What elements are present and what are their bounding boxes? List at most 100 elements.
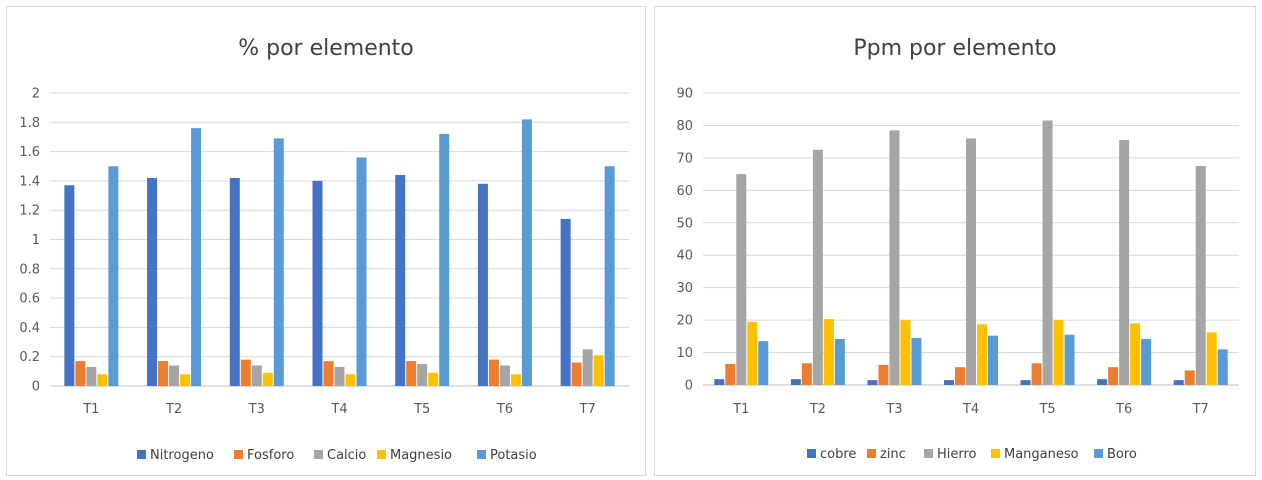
bar-magnesio-t7 bbox=[593, 355, 604, 386]
bar-boro-t3 bbox=[911, 337, 922, 385]
bar-zinc-t3 bbox=[878, 364, 889, 385]
y-tick-label: 0 bbox=[685, 379, 693, 394]
bar-boro-t1 bbox=[758, 341, 769, 385]
bar-fosforo-t7 bbox=[571, 362, 582, 386]
bar-boro-t7 bbox=[1217, 349, 1228, 385]
legend-swatch-magnesio bbox=[377, 450, 386, 459]
bar-manganeso-t2 bbox=[823, 319, 834, 385]
chart-title: Ppm por elemento bbox=[853, 36, 1056, 61]
legend-label-boro: Boro bbox=[1107, 447, 1137, 462]
bar-potasio-t4 bbox=[356, 157, 367, 386]
x-tick-label: T4 bbox=[330, 402, 347, 417]
y-tick-label: 1 bbox=[32, 233, 40, 248]
bar-manganeso-t5 bbox=[1053, 320, 1064, 385]
x-tick-label: T2 bbox=[809, 402, 826, 417]
x-tick-label: T7 bbox=[579, 402, 596, 417]
x-tick-label: T2 bbox=[165, 402, 182, 417]
legend-label-fosforo: Fosforo bbox=[247, 448, 294, 463]
x-tick-label: T5 bbox=[413, 402, 430, 417]
bar-nitrogeno-t7 bbox=[560, 218, 571, 386]
legend-swatch-nitrogeno bbox=[137, 450, 146, 459]
x-tick-label: T3 bbox=[885, 402, 902, 417]
bar-cobre-t2 bbox=[790, 379, 801, 385]
y-tick-label: 70 bbox=[676, 151, 693, 166]
bar-manganeso-t3 bbox=[900, 320, 911, 385]
bar-calcio-t3 bbox=[251, 365, 262, 386]
bar-potasio-t7 bbox=[604, 166, 615, 386]
y-tick-label: 0.2 bbox=[19, 350, 40, 365]
bar-cobre-t1 bbox=[714, 379, 725, 385]
y-tick-label: 80 bbox=[676, 119, 693, 134]
ppm-by-element-chart: Ppm por elemento 0 10 20 30 40 50 60 70 80 90 T1 T2 T… bbox=[676, 36, 1239, 462]
bar-calcio-t7 bbox=[582, 349, 593, 387]
bar-cobre-t5 bbox=[1020, 380, 1031, 385]
legend-swatch-zinc bbox=[867, 449, 876, 458]
bar-cobre-t6 bbox=[1097, 379, 1108, 385]
bar-boro-t4 bbox=[988, 335, 998, 385]
legend-label-calcio: Calcio bbox=[327, 448, 366, 463]
legend-swatch-hierro bbox=[924, 449, 933, 458]
legend-swatch-manganeso bbox=[991, 449, 1000, 458]
bar-magnesio-t1 bbox=[97, 374, 108, 386]
chart-title: % por elemento bbox=[238, 36, 414, 61]
bar-manganeso-t6 bbox=[1130, 323, 1141, 385]
bar-nitrogeno-t1 bbox=[64, 185, 75, 386]
bar-magnesio-t6 bbox=[510, 374, 521, 386]
bar-zinc-t1 bbox=[725, 363, 736, 385]
y-tick-label: 0.6 bbox=[19, 292, 40, 307]
y-tick-label: 50 bbox=[676, 216, 693, 231]
bar-potasio-t2 bbox=[191, 128, 202, 386]
bar-fosforo-t3 bbox=[240, 359, 251, 386]
bar-potasio-t5 bbox=[439, 134, 450, 386]
y-tick-label: 1.2 bbox=[19, 204, 40, 219]
legend-swatch-cobre bbox=[807, 449, 816, 458]
bar-hierro-t4 bbox=[966, 138, 976, 385]
legend-label-manganeso: Manganeso bbox=[1004, 447, 1079, 462]
bar-hierro-t7 bbox=[1195, 166, 1206, 385]
legend-swatch-boro bbox=[1094, 449, 1103, 458]
y-tick-label: 2 bbox=[32, 87, 40, 102]
chart-panel-percent: % por elemento 0 0.2 0.4 0.6 0.8 1 1.2 1.4 1.6 1.8… bbox=[6, 6, 646, 476]
x-tick-label: T7 bbox=[1192, 402, 1209, 417]
legend-swatch-calcio bbox=[314, 450, 323, 459]
bar-zinc-t4 bbox=[955, 367, 965, 385]
bar-calcio-t2 bbox=[169, 365, 180, 386]
y-tick-label: 1.8 bbox=[19, 116, 40, 131]
percent-by-element-chart: % por elemento 0 0.2 0.4 0.6 0.8 1 1.2 1.4 1.6 1.8… bbox=[19, 36, 629, 463]
bar-hierro-t5 bbox=[1042, 120, 1053, 385]
bar-fosforo-t6 bbox=[488, 359, 499, 386]
legend-label-nitrogeno: Nitrogeno bbox=[150, 448, 214, 463]
bar-cobre-t4 bbox=[944, 380, 954, 385]
y-tick-label: 10 bbox=[676, 346, 693, 361]
bar-cobre-t3 bbox=[867, 380, 878, 385]
y-tick-label: 0 bbox=[32, 380, 40, 395]
bar-hierro-t6 bbox=[1119, 140, 1130, 385]
y-tick-label: 90 bbox=[676, 87, 693, 102]
bar-zinc-t5 bbox=[1031, 363, 1042, 385]
x-tick-label: T3 bbox=[248, 402, 265, 417]
legend-label-zinc: zinc bbox=[880, 447, 906, 462]
bar-magnesio-t3 bbox=[262, 372, 273, 386]
bar-manganeso-t7 bbox=[1206, 332, 1217, 385]
bar-cobre-t7 bbox=[1173, 380, 1184, 385]
x-tick-label: T4 bbox=[962, 402, 979, 417]
y-tick-label: 20 bbox=[676, 314, 693, 329]
bar-fosforo-t1 bbox=[75, 361, 86, 386]
x-tick-label: T6 bbox=[1115, 402, 1132, 417]
bar-fosforo-t2 bbox=[158, 361, 169, 386]
bar-calcio-t6 bbox=[499, 365, 510, 386]
bar-zinc-t6 bbox=[1108, 367, 1119, 385]
bar-hierro-t1 bbox=[736, 174, 747, 385]
bar-nitrogeno-t4 bbox=[312, 180, 323, 386]
bar-potasio-t6 bbox=[521, 119, 532, 387]
legend-label-cobre: cobre bbox=[820, 447, 856, 462]
bar-hierro-t3 bbox=[889, 130, 900, 385]
bar-nitrogeno-t6 bbox=[477, 183, 488, 386]
bar-calcio-t4 bbox=[334, 366, 345, 386]
bar-calcio-t1 bbox=[86, 366, 97, 386]
legend-label-potasio: Potasio bbox=[490, 448, 537, 463]
chart-panel-ppm: Ppm por elemento 0 10 20 30 40 50 60 70 80 90 T1 T2 T… bbox=[654, 6, 1256, 476]
x-tick-label: T6 bbox=[496, 402, 513, 417]
bar-nitrogeno-t3 bbox=[229, 177, 240, 386]
y-tick-label: 60 bbox=[676, 184, 693, 199]
